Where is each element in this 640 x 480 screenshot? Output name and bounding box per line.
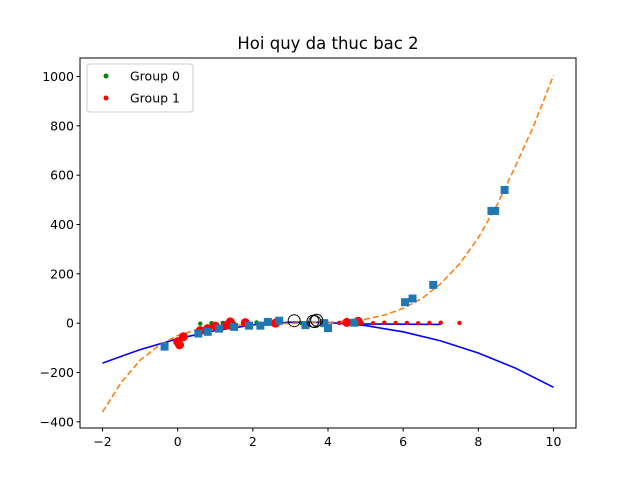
- legend-box: [86, 63, 194, 113]
- point-small: [382, 320, 387, 325]
- point-square: [203, 327, 212, 336]
- legend-marker-group-1: [103, 95, 109, 101]
- y-tick-label: 800: [50, 118, 74, 133]
- point-square: [491, 206, 500, 215]
- point-square: [301, 321, 310, 330]
- point-small: [198, 321, 203, 326]
- x-tick-label: 6: [399, 434, 407, 449]
- y-axis-ticks: −400 −200 0 200 400 600 800 1000: [40, 69, 80, 429]
- point-open-circle: [287, 314, 301, 328]
- point-large: [342, 317, 352, 327]
- point-square: [401, 298, 410, 307]
- point-square: [160, 342, 169, 351]
- point-square: [275, 316, 284, 325]
- point-square: [324, 324, 332, 333]
- x-tick-label: 4: [324, 434, 332, 449]
- point-square: [194, 329, 203, 338]
- point-large: [178, 332, 188, 342]
- y-tick-label: 400: [50, 217, 74, 232]
- y-tick-label: −400: [40, 414, 74, 429]
- y-tick-label: 200: [50, 266, 74, 281]
- x-tick-label: 2: [249, 434, 257, 449]
- point-large: [175, 340, 185, 350]
- point-square: [215, 324, 224, 333]
- plot-area: [101, 75, 555, 413]
- point-square: [500, 185, 509, 194]
- point-open-circle: [310, 313, 324, 327]
- point-open-circle: [308, 315, 322, 329]
- point-small: [457, 320, 462, 326]
- x-tick-label: −2: [93, 434, 111, 449]
- y-tick-label: 600: [50, 168, 74, 183]
- point-square: [320, 319, 329, 328]
- point-square: [263, 317, 272, 326]
- point-square: [350, 318, 359, 327]
- data-points: [160, 185, 509, 351]
- y-tick-label: 1000: [42, 69, 74, 84]
- point-small: [404, 320, 410, 326]
- x-tick-label: 0: [174, 434, 182, 449]
- x-axis-ticks: −2 0 2 4 6 8 10: [93, 428, 561, 449]
- point-square: [230, 322, 239, 331]
- x-tick-label: 8: [474, 434, 482, 449]
- plot-frame: [79, 57, 577, 429]
- legend-label-group-0: Group 0: [130, 69, 180, 84]
- legend-marker-group-0: [103, 73, 109, 79]
- point-small: [438, 320, 443, 325]
- point-square: [256, 321, 265, 330]
- point-small: [370, 320, 376, 326]
- point-small: [393, 320, 398, 326]
- legend: Group 0 Group 1: [86, 63, 194, 113]
- y-tick-label: −200: [40, 365, 74, 380]
- legend-label-group-1: Group 1: [130, 91, 180, 106]
- point-square: [429, 280, 438, 289]
- point-square: [408, 294, 417, 303]
- point-small: [337, 320, 342, 326]
- y-tick-label: 0: [66, 316, 74, 331]
- x-tick-label: 10: [546, 434, 562, 449]
- point-small: [427, 320, 432, 326]
- dashed-fit-line: [101, 75, 555, 413]
- point-small: [415, 320, 421, 326]
- chart-title: Hoi quy da thuc bac 2: [237, 34, 418, 53]
- point-square: [245, 321, 254, 330]
